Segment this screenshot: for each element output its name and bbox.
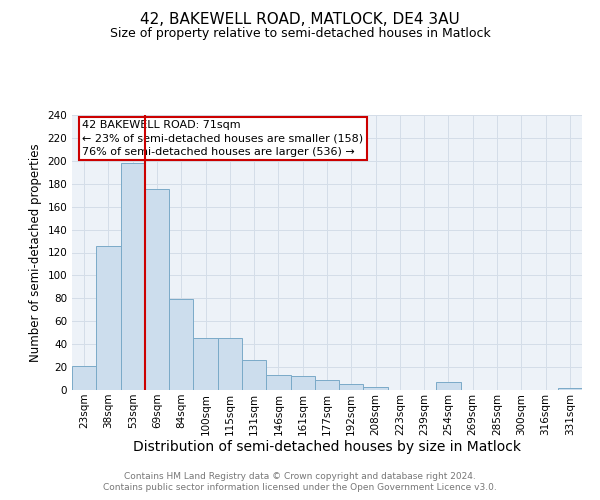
Bar: [145, 190, 169, 390]
Bar: [218, 338, 242, 390]
Bar: [121, 163, 145, 390]
Text: 42, BAKEWELL ROAD, MATLOCK, DE4 3AU: 42, BAKEWELL ROAD, MATLOCK, DE4 3AU: [140, 12, 460, 28]
Bar: [339, 384, 364, 390]
Text: Size of property relative to semi-detached houses in Matlock: Size of property relative to semi-detach…: [110, 28, 490, 40]
Text: Distribution of semi-detached houses by size in Matlock: Distribution of semi-detached houses by …: [133, 440, 521, 454]
Bar: [72, 366, 96, 390]
Bar: [558, 388, 582, 390]
Bar: [364, 386, 388, 390]
Text: 42 BAKEWELL ROAD: 71sqm
← 23% of semi-detached houses are smaller (158)
76% of s: 42 BAKEWELL ROAD: 71sqm ← 23% of semi-de…: [82, 120, 364, 157]
Bar: [96, 246, 121, 390]
Bar: [315, 380, 339, 390]
Bar: [266, 375, 290, 390]
Bar: [242, 360, 266, 390]
Bar: [290, 376, 315, 390]
Text: Contains HM Land Registry data © Crown copyright and database right 2024.
Contai: Contains HM Land Registry data © Crown c…: [103, 472, 497, 492]
Bar: [436, 382, 461, 390]
Bar: [169, 300, 193, 390]
Bar: [193, 338, 218, 390]
Y-axis label: Number of semi-detached properties: Number of semi-detached properties: [29, 143, 42, 362]
